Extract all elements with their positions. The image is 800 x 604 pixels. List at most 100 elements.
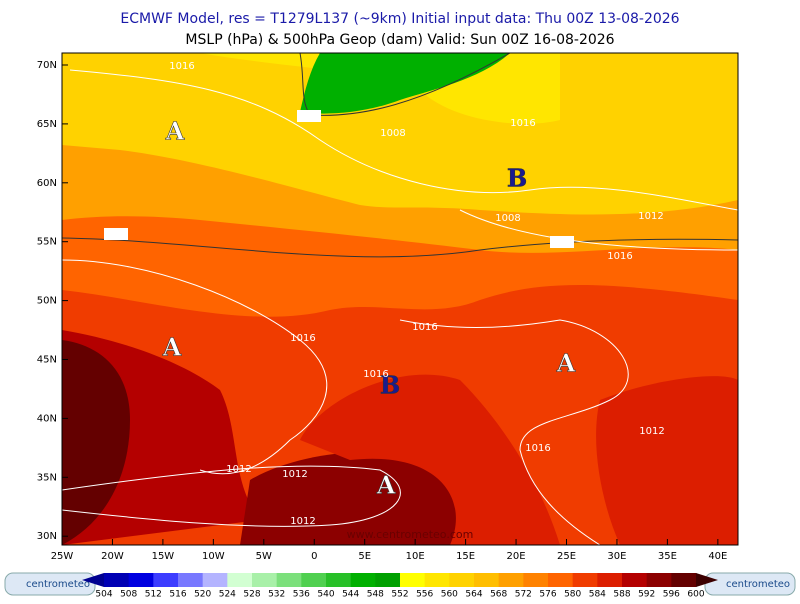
lat-label: 45N (37, 355, 57, 366)
contour-label: 1016 (510, 118, 535, 129)
lat-label: 65N (37, 119, 57, 130)
colorbar-swatch (646, 573, 672, 587)
lon-label: 30E (607, 551, 626, 562)
contour-label: 552 (299, 111, 318, 122)
colorbar-label: 524 (219, 590, 236, 600)
colorbar-label: 528 (243, 590, 260, 600)
colorbar-label: 536 (293, 590, 310, 600)
colorbar-swatch (400, 573, 426, 587)
logo-left: centrometeo (26, 579, 90, 590)
colorbar-swatch (622, 573, 648, 587)
lon-label: 20E (507, 551, 526, 562)
contour-label: 1012 (282, 469, 307, 480)
colorbar-label: 552 (391, 590, 408, 600)
colorbar-swatch (424, 573, 450, 587)
colorbar-label: 556 (416, 590, 433, 600)
watermark: www.centrometeo.com (347, 528, 474, 541)
lat-label: 50N (37, 296, 57, 307)
contour-label: 576 (106, 229, 125, 240)
contour-label-box (297, 110, 321, 122)
contour-label: 1008 (495, 213, 520, 224)
lat-label: 70N (37, 60, 57, 71)
logo-right: centrometeo (726, 579, 790, 590)
colorbar-swatch (178, 573, 204, 587)
lat-label: 30N (37, 531, 57, 542)
lat-label: 55N (37, 237, 57, 248)
colorbar-label: 508 (120, 590, 137, 600)
contour-label: 1012 (226, 464, 251, 475)
colorbar-label: 588 (613, 590, 630, 600)
colorbar-label: 512 (145, 590, 162, 600)
lon-label: 35E (658, 551, 677, 562)
colorbar-label: 548 (367, 590, 384, 600)
contour-label-box (550, 236, 574, 248)
contour-label: 1016 (169, 61, 194, 72)
contour-label-box (104, 228, 128, 240)
colorbar-label: 596 (663, 590, 680, 600)
colorbar-label: 600 (687, 590, 704, 600)
lon-label: 5E (358, 551, 371, 562)
lon-label: 0 (311, 551, 317, 562)
colorbar-swatch (572, 573, 598, 587)
colorbar-swatch (548, 573, 574, 587)
lon-label: 25W (51, 551, 74, 562)
pressure-center: A (165, 117, 185, 146)
colorbar-label: 592 (638, 590, 655, 600)
colorbar-label: 520 (194, 590, 211, 600)
lat-label: 35N (37, 472, 57, 483)
lon-label: 15E (456, 551, 475, 562)
colorbar-label: 584 (589, 590, 606, 600)
colorbar-low-arrow (82, 573, 104, 587)
colorbar-swatch (153, 573, 179, 587)
colorbar-swatch (252, 573, 278, 587)
colorbar-swatch (350, 573, 376, 587)
colorbar-label: 560 (441, 590, 458, 600)
lat-label: 60N (37, 178, 57, 189)
lat-label: 40N (37, 413, 57, 424)
colorbar-swatch (498, 573, 524, 587)
contour-label: 1012 (638, 211, 663, 222)
contour-label: 1016 (363, 369, 388, 380)
colorbar-high-arrow (696, 573, 718, 587)
colorbar-swatch (449, 573, 475, 587)
colorbar-label: 504 (95, 590, 112, 600)
colorbar-label: 564 (465, 590, 482, 600)
lon-label: 5W (256, 551, 272, 562)
contour-label: 1016 (607, 251, 632, 262)
header-line1: ECMWF Model, res = T1279L137 (~9km) Init… (120, 11, 679, 27)
contour-label: 1012 (290, 516, 315, 527)
pressure-center: A (162, 333, 182, 362)
colorbar-label: 544 (342, 590, 359, 600)
colorbar-label: 576 (539, 590, 556, 600)
colorbar-swatch (276, 573, 302, 587)
contour-label: 1016 (412, 322, 437, 333)
lon-label: 40E (708, 551, 727, 562)
colorbar-label: 572 (515, 590, 532, 600)
header-line2: MSLP (hPa) & 500hPa Geop (dam) Valid: Su… (185, 32, 614, 48)
colorbar-swatch (128, 573, 154, 587)
colorbar-label: 540 (317, 590, 334, 600)
colorbar-label: 568 (490, 590, 507, 600)
colorbar-label: 516 (169, 590, 186, 600)
colorbar-swatch (227, 573, 253, 587)
contour-label: 576 (552, 237, 571, 248)
map-field (62, 53, 738, 545)
lon-label: 20W (101, 551, 124, 562)
colorbar-swatch (104, 573, 130, 587)
pressure-center: B (380, 371, 400, 400)
pressure-center: B (507, 164, 527, 193)
colorbar-swatch (375, 573, 401, 587)
colorbar-swatch (671, 573, 697, 587)
map-frame (61, 52, 739, 546)
pressure-center: A (556, 349, 576, 378)
colorbar-swatch (326, 573, 352, 587)
contour-label: 1016 (290, 333, 315, 344)
colorbar-swatch (597, 573, 623, 587)
lon-label: 10W (202, 551, 225, 562)
colorbar-swatch (202, 573, 228, 587)
colorbar-swatch (523, 573, 549, 587)
contour-label: 1016 (525, 443, 550, 454)
contour-label: 1008 (380, 128, 405, 139)
lon-label: 15W (152, 551, 175, 562)
